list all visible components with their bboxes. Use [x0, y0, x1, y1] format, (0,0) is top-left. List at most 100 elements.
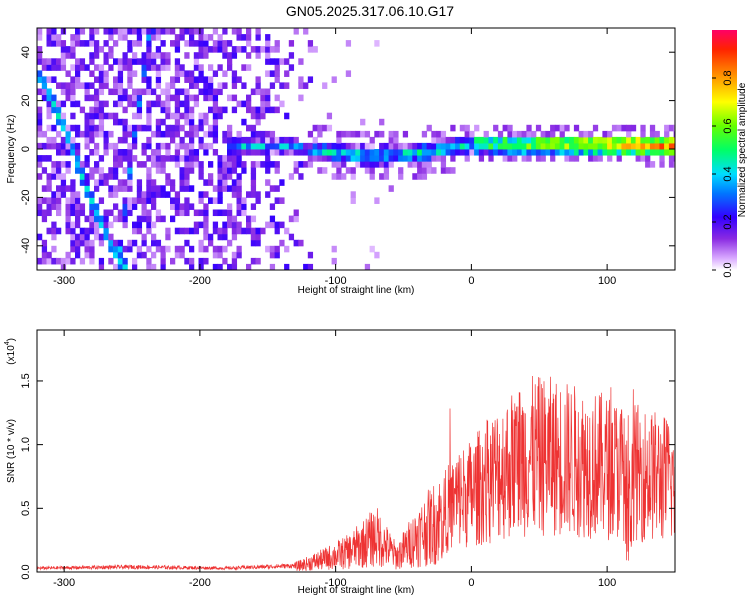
spectrogram-cell	[89, 257, 95, 265]
spectrogram-cell	[488, 149, 494, 156]
spectrogram-cell	[269, 263, 276, 270]
spectrogram-cell	[132, 257, 138, 265]
spectrogram-cell	[70, 221, 76, 229]
spectrogram-cell	[331, 161, 337, 168]
spectrogram-cell	[236, 209, 242, 217]
spectrogram-cell	[478, 149, 485, 156]
spectrogram-cell	[89, 118, 95, 126]
spectrogram-cell	[179, 64, 185, 71]
spectrogram-cell	[141, 251, 147, 259]
spectrogram-cell	[436, 155, 442, 162]
spectrogram-cell	[79, 209, 86, 217]
spectrogram-cell	[151, 28, 157, 35]
spectrogram-cell	[146, 136, 152, 144]
spectrogram-cell	[545, 149, 551, 156]
spectrogram-cell	[122, 94, 128, 102]
spectrogram-cell	[198, 197, 204, 204]
spectrogram-cell	[274, 197, 280, 204]
spectrogram-cell	[165, 124, 171, 132]
spectrogram-cell	[70, 94, 76, 102]
spectrogram-cell	[65, 82, 71, 89]
spectrogram-cell	[279, 221, 285, 229]
spectrogram-cell	[146, 257, 152, 265]
spectrogram-cell	[664, 130, 670, 138]
spectrogram-cell	[70, 82, 76, 89]
spectrogram-cell	[493, 136, 499, 144]
spectrogram-cell	[108, 142, 114, 150]
spectrogram-cell	[208, 64, 214, 71]
spectrogram-ylabel: Frequency (Hz)	[6, 115, 17, 184]
spectrogram-cell	[113, 58, 119, 65]
spectrogram-cell	[412, 173, 418, 180]
spectrogram-cell	[113, 28, 119, 35]
spectrogram-cell	[146, 34, 152, 41]
spectrogram-cell	[37, 142, 43, 150]
spectrogram-cell	[217, 227, 223, 235]
spectrogram-cell	[531, 149, 537, 156]
spectrogram-cell	[189, 40, 195, 47]
spectrogram-cell	[155, 239, 162, 247]
spectrogram-cell	[117, 239, 124, 247]
spectrogram-cell	[212, 221, 219, 229]
spectrogram-cell	[113, 185, 119, 192]
spectrogram-cell	[265, 52, 271, 59]
spectrogram-cell	[37, 155, 43, 162]
colorbar-tick-label: 0.8	[722, 70, 734, 85]
spectrogram-cell	[227, 167, 233, 174]
spectrogram-cell	[75, 155, 81, 162]
spectrogram-cell	[179, 179, 185, 186]
spectrogram-cell	[160, 185, 166, 192]
spectrogram-cell	[37, 257, 43, 265]
spectrogram-cell	[60, 173, 67, 180]
spectrogram-cell	[483, 136, 489, 144]
spectrogram-cell	[170, 112, 176, 120]
spectrogram-cell	[84, 124, 90, 132]
spectrogram-cell	[65, 136, 71, 144]
spectrogram-cell	[46, 106, 52, 114]
spectrogram-cell	[288, 52, 295, 59]
spectrogram-cell	[393, 149, 399, 156]
spectrogram-cell	[132, 112, 138, 120]
spectrogram-cell	[421, 130, 428, 138]
spectrogram-cell	[203, 52, 209, 59]
spectrogram-cell	[288, 142, 295, 150]
spectrogram-cell	[227, 130, 233, 138]
spectrogram-cell	[89, 82, 95, 89]
spectrogram-cell	[103, 58, 109, 65]
spectrogram-cell	[516, 149, 523, 156]
spectrogram-cell	[417, 142, 423, 150]
spectrogram-cell	[426, 142, 432, 150]
spectrogram-cell	[94, 112, 100, 120]
spectrogram-cell	[160, 52, 166, 59]
spectrogram-cell	[217, 64, 223, 71]
spectrogram-cell	[98, 112, 105, 120]
spectrogram-cell	[56, 142, 62, 150]
spectrogram-cell	[41, 82, 48, 89]
spectrogram-cell	[184, 106, 190, 114]
spectrogram-cell	[84, 179, 90, 186]
spectrogram-cell	[56, 100, 62, 108]
spectrogram-cell	[122, 28, 128, 35]
spectrogram-cell	[189, 142, 195, 150]
spectrogram-cell	[160, 191, 166, 198]
spectrogram-cell	[174, 112, 181, 120]
spectrogram-cell	[155, 167, 162, 174]
spectrogram-cell	[41, 245, 48, 253]
spectrogram-cell	[293, 149, 299, 156]
spectrogram-cell	[288, 233, 295, 241]
spectrogram-cell	[402, 130, 409, 138]
spectrogram-cell	[89, 239, 95, 247]
spectrogram-cell	[227, 136, 233, 144]
spectrogram-cell	[46, 185, 52, 192]
spectrogram-cell	[174, 142, 181, 150]
spectrogram-cell	[75, 70, 81, 77]
spectrogram-cell	[626, 136, 632, 144]
spectrogram-cell	[217, 40, 223, 47]
spectrogram-cell	[559, 130, 565, 138]
spectrogram-cell	[60, 136, 67, 144]
spectrogram-cell	[654, 142, 660, 150]
spectrogram-cell	[160, 263, 166, 270]
spectrogram-cell	[98, 179, 105, 186]
spectrogram-cell	[208, 142, 214, 150]
spectrogram-cell	[222, 161, 228, 168]
